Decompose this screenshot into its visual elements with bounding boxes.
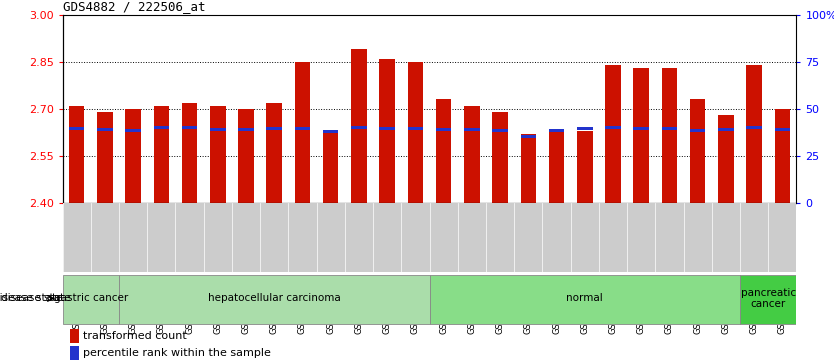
Bar: [718, 128, 734, 131]
Bar: [746, 65, 762, 203]
Bar: [634, 68, 649, 203]
Bar: [239, 128, 254, 131]
Bar: [408, 127, 423, 130]
Bar: [775, 128, 790, 131]
Bar: [746, 126, 762, 129]
Bar: [294, 127, 310, 130]
Bar: [775, 109, 790, 203]
Text: pancreatic
cancer: pancreatic cancer: [741, 287, 796, 309]
Bar: [492, 129, 508, 132]
Bar: [153, 126, 169, 129]
Text: disease state: disease state: [0, 293, 63, 303]
Bar: [690, 129, 706, 132]
Bar: [492, 112, 508, 203]
Bar: [70, 329, 78, 343]
Bar: [520, 134, 536, 203]
Bar: [690, 99, 706, 203]
Bar: [323, 131, 339, 203]
Bar: [267, 103, 282, 203]
Bar: [740, 275, 796, 324]
Bar: [661, 127, 677, 130]
Text: normal: normal: [566, 293, 603, 303]
Bar: [577, 127, 592, 130]
Bar: [430, 275, 740, 324]
Bar: [69, 106, 84, 203]
Bar: [267, 127, 282, 130]
Bar: [153, 106, 169, 203]
Bar: [210, 128, 225, 131]
Bar: [294, 62, 310, 203]
Bar: [436, 128, 451, 131]
Bar: [520, 135, 536, 138]
Bar: [97, 128, 113, 131]
Bar: [210, 106, 225, 203]
Bar: [549, 129, 565, 132]
Bar: [577, 131, 592, 203]
Text: gastric cancer: gastric cancer: [53, 293, 128, 303]
Bar: [549, 131, 565, 203]
Bar: [125, 129, 141, 132]
Text: hepatocellular carcinoma: hepatocellular carcinoma: [208, 293, 340, 303]
Bar: [379, 58, 395, 203]
Bar: [464, 106, 480, 203]
Bar: [351, 126, 367, 129]
Bar: [63, 275, 119, 324]
Bar: [605, 65, 620, 203]
Text: GDS4882 / 222506_at: GDS4882 / 222506_at: [63, 0, 205, 13]
Bar: [323, 130, 339, 133]
Bar: [464, 128, 480, 131]
Bar: [182, 126, 198, 129]
Bar: [718, 115, 734, 203]
Text: transformed count: transformed count: [83, 331, 187, 341]
Bar: [605, 126, 620, 129]
Bar: [119, 275, 430, 324]
Bar: [97, 112, 113, 203]
Text: disease state: disease state: [1, 293, 71, 303]
Bar: [239, 109, 254, 203]
Bar: [436, 99, 451, 203]
Bar: [70, 346, 78, 360]
Text: percentile rank within the sample: percentile rank within the sample: [83, 348, 271, 358]
Bar: [379, 127, 395, 130]
Bar: [182, 103, 198, 203]
Bar: [125, 109, 141, 203]
Bar: [351, 49, 367, 203]
Bar: [661, 68, 677, 203]
Bar: [408, 62, 423, 203]
Bar: [634, 127, 649, 130]
Bar: [69, 127, 84, 130]
